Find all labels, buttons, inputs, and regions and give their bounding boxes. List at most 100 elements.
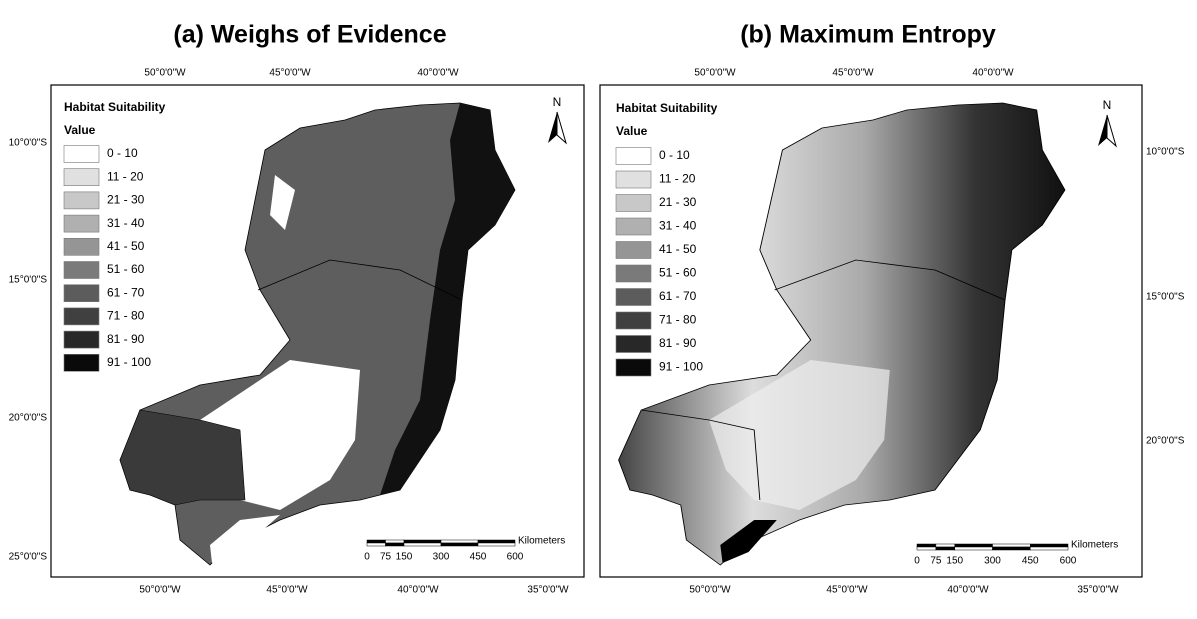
longitude-label: 40°0'0"W xyxy=(397,585,439,596)
scale-segment xyxy=(916,543,937,548)
scale-segment xyxy=(477,542,516,547)
longitude-label: 45°0'0"W xyxy=(826,585,868,596)
scale-segment xyxy=(403,539,442,544)
legend-title: Habitat Suitability xyxy=(64,100,166,114)
scale-label: 75 xyxy=(380,552,392,563)
legend-swatch xyxy=(63,145,100,163)
legend-label: 11 - 20 xyxy=(659,172,696,186)
scale-segment xyxy=(403,542,442,547)
scale-segment xyxy=(366,542,386,547)
scale-segment xyxy=(385,542,405,547)
legend-subtitle: Value xyxy=(616,124,648,138)
legend-label: 81 - 90 xyxy=(659,336,697,350)
legend-label: 51 - 60 xyxy=(107,262,145,276)
legend-label: 21 - 30 xyxy=(659,195,697,209)
north-label: N xyxy=(1103,98,1112,112)
legend-swatch xyxy=(63,330,100,349)
latitude-label: 15°0'0"S xyxy=(9,275,48,286)
scale-unit: Kilometers xyxy=(1071,540,1118,551)
longitude-label: 45°0'0"W xyxy=(269,68,311,79)
scale-label: 150 xyxy=(946,556,963,567)
north-arrow xyxy=(548,112,557,143)
scale-segment xyxy=(385,539,405,544)
legend-swatch xyxy=(615,288,652,306)
legend-label: 21 - 30 xyxy=(107,193,145,207)
scale-segment xyxy=(366,539,386,544)
legend-swatch xyxy=(615,194,652,212)
panel-title: (b) Maximum Entropy xyxy=(740,21,996,49)
legend-label: 71 - 80 xyxy=(659,313,697,327)
legend-swatch xyxy=(615,147,652,165)
legend-label: 61 - 70 xyxy=(659,289,697,303)
longitude-label: 40°0'0"W xyxy=(972,68,1014,79)
latitude-label: 20°0'0"S xyxy=(9,413,48,424)
legend-label: 61 - 70 xyxy=(107,285,145,299)
legend-label: 0 - 10 xyxy=(107,146,138,160)
longitude-label: 35°0'0"W xyxy=(1077,585,1119,596)
longitude-label: 45°0'0"W xyxy=(832,68,874,79)
scale-segment xyxy=(440,542,479,547)
scale-label: 300 xyxy=(984,556,1001,567)
legend-label: 31 - 40 xyxy=(659,219,697,233)
latitude-label: 10°0'0"S xyxy=(9,138,48,149)
legend-swatch xyxy=(63,307,100,326)
scale-label: 0 xyxy=(364,552,370,563)
scale-segment xyxy=(477,539,516,544)
scale-segment xyxy=(935,543,955,548)
latitude-label: 20°0'0"S xyxy=(1146,436,1185,447)
longitude-label: 50°0'0"W xyxy=(689,585,731,596)
legend-swatch xyxy=(615,311,652,330)
scale-segment xyxy=(992,546,1031,551)
longitude-label: 50°0'0"W xyxy=(139,585,181,596)
legend-swatch xyxy=(615,335,652,353)
scale-segment xyxy=(1030,543,1069,548)
longitude-label: 45°0'0"W xyxy=(266,585,308,596)
legend-label: 91 - 100 xyxy=(107,355,151,369)
scale-label: 0 xyxy=(914,556,920,567)
legend-swatch xyxy=(63,238,100,256)
scale-label: 450 xyxy=(1022,556,1039,567)
legend-label: 71 - 80 xyxy=(107,309,145,323)
scale-label: 300 xyxy=(433,552,450,563)
longitude-label: 50°0'0"W xyxy=(144,68,186,79)
legend-label: 41 - 50 xyxy=(659,242,697,256)
legend-swatch xyxy=(63,284,100,303)
longitude-label: 40°0'0"W xyxy=(947,585,989,596)
longitude-label: 50°0'0"W xyxy=(694,68,736,79)
scale-segment xyxy=(954,546,993,551)
scale-segment xyxy=(954,543,993,548)
legend-label: 0 - 10 xyxy=(659,148,690,162)
legend-label: 51 - 60 xyxy=(659,266,697,280)
legend-label: 81 - 90 xyxy=(107,332,145,346)
latitude-label: 25°0'0"S xyxy=(9,552,48,563)
scale-segment xyxy=(935,546,955,551)
legend-label: 41 - 50 xyxy=(107,239,145,253)
longitude-label: 35°0'0"W xyxy=(527,585,569,596)
legend-swatch xyxy=(615,264,652,283)
legend-swatch xyxy=(63,261,100,279)
scale-segment xyxy=(440,539,479,544)
scale-unit: Kilometers xyxy=(518,536,565,547)
legend-swatch xyxy=(63,214,100,233)
scale-label: 600 xyxy=(507,552,524,563)
north-label: N xyxy=(553,95,562,109)
north-arrow xyxy=(1106,114,1117,148)
legend-title: Habitat Suitability xyxy=(616,101,718,115)
scale-segment xyxy=(1030,546,1069,551)
legend-swatch xyxy=(63,353,100,372)
legend-label: 91 - 100 xyxy=(659,360,703,374)
latitude-label: 15°0'0"S xyxy=(1146,292,1185,303)
legend-swatch xyxy=(63,191,100,210)
legend-subtitle: Value xyxy=(64,123,96,137)
legend-label: 31 - 40 xyxy=(107,216,145,230)
latitude-label: 10°0'0"S xyxy=(1146,147,1185,158)
scale-label: 450 xyxy=(470,552,487,563)
scale-segment xyxy=(992,543,1031,548)
panel-title: (a) Weighs of Evidence xyxy=(173,21,446,49)
north-arrow xyxy=(556,111,567,145)
scale-label: 75 xyxy=(930,556,942,567)
map-b xyxy=(618,102,1066,566)
legend-swatch xyxy=(615,217,652,236)
longitude-label: 40°0'0"W xyxy=(417,68,459,79)
